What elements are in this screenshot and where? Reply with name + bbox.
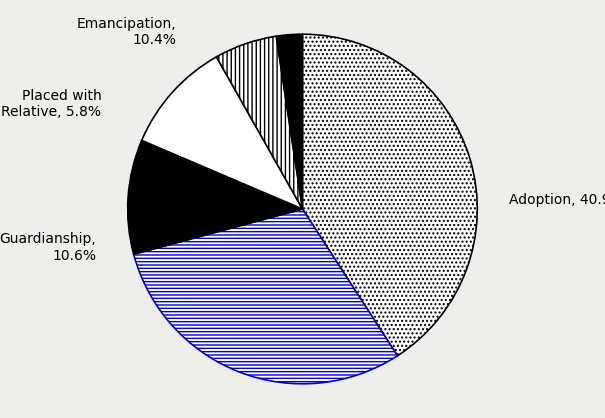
Wedge shape [302,34,477,356]
Text: Adoption, 40.9%: Adoption, 40.9% [509,193,605,207]
Wedge shape [142,57,302,209]
Text: Guardianship,
10.6%: Guardianship, 10.6% [0,232,96,263]
Text: Placed with
Relative, 5.8%: Placed with Relative, 5.8% [1,89,102,119]
Text: Emancipation,
10.4%: Emancipation, 10.4% [77,17,177,47]
Wedge shape [276,34,302,209]
Wedge shape [128,140,302,254]
Wedge shape [134,209,397,384]
Wedge shape [217,36,302,209]
